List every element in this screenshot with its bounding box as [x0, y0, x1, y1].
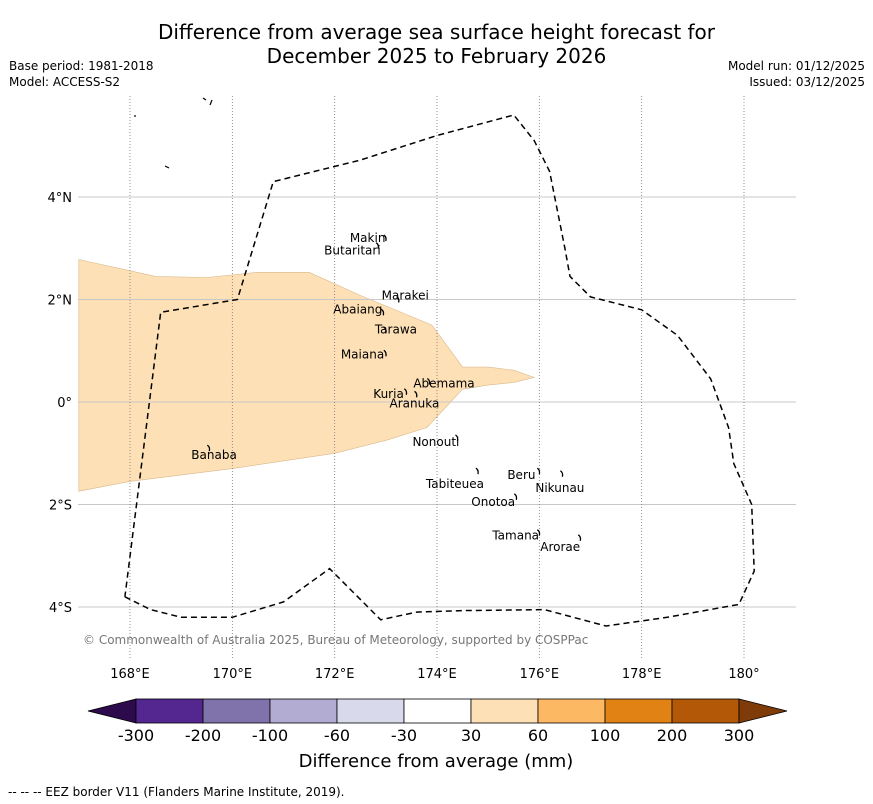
island-aranuka-outline	[414, 390, 418, 398]
colorbar-segment	[269, 698, 338, 724]
reef-mark	[202, 97, 207, 101]
colorbar-tick-label: -300	[118, 726, 154, 745]
reef-mark	[164, 165, 170, 169]
island-makin-outline	[383, 234, 387, 242]
issued-date: Issued: 03/12/2025	[749, 75, 865, 89]
island-label-abemama: Abemama	[413, 377, 474, 391]
lon-tick-label: 178°E	[622, 667, 662, 682]
island-banaba-outline	[206, 444, 211, 452]
colorbar-tick-label: 200	[657, 726, 688, 745]
colorbar-tick-label: 100	[590, 726, 621, 745]
island-label-aranuka: Aranuka	[390, 396, 440, 410]
model-name: Model: ACCESS-S2	[9, 75, 121, 89]
lat-tick-label: 4°S	[49, 601, 72, 616]
island-beru-outline	[536, 467, 541, 475]
island-label-abaiang: Abaiang	[333, 302, 382, 316]
island-kuria-outline	[403, 388, 408, 395]
map-figure: 4°N 2°N 0° 2°S 4°S 168°E 170°E 172°E 174°E 176°E 1…	[48, 96, 796, 772]
island-onotoa-outline	[513, 493, 518, 500]
meta-right: Model run: 01/12/2025 Issued: 03/12/2025	[728, 58, 865, 90]
page-title: Difference from average sea surface heig…	[0, 20, 873, 68]
lon-tick-label: 170°E	[213, 667, 253, 682]
eez-border	[124, 114, 755, 627]
island-label-nonouti: Nonouti	[412, 435, 459, 449]
island-nikunau-outline	[559, 470, 564, 477]
colorbar-tick-label: -100	[252, 726, 288, 745]
island-label-beru: Beru	[507, 468, 535, 482]
colorbar-tick-label: -60	[324, 726, 350, 745]
island-label-makin: Makin	[350, 231, 386, 245]
lon-tick-label: 174°E	[417, 667, 457, 682]
lat-tick-label: 2°N	[48, 294, 73, 309]
anomaly-region	[78, 259, 536, 492]
island-label-marakei: Marakei	[382, 289, 429, 303]
title-line-2: December 2025 to February 2026	[266, 44, 607, 68]
colorbar-segment	[671, 698, 740, 724]
island-tabiteuea-outline	[475, 467, 479, 475]
island-label-nikunau: Nikunau	[535, 481, 584, 495]
copyright-text: © Commonwealth of Australia 2025, Bureau…	[83, 633, 588, 647]
colorbar-tick-label: 60	[528, 726, 548, 745]
island-marakei-outline	[396, 295, 400, 303]
colorbar-title: Difference from average (mm)	[299, 751, 574, 772]
colorbar-segment	[470, 698, 539, 724]
colorbar-tick-label: 30	[461, 726, 481, 745]
title-line-1: Difference from average sea surface heig…	[157, 20, 716, 44]
base-period: Base period: 1981-2018	[9, 59, 154, 73]
island-label-maiana: Maiana	[341, 347, 384, 361]
model-run: Model run: 01/12/2025	[727, 59, 865, 73]
island-butaritari-outline	[375, 242, 380, 249]
island-arorae-outline	[577, 534, 582, 541]
colorbar-segment	[403, 698, 472, 724]
colorbar-segment	[604, 698, 673, 724]
lat-tick-label: 0°	[57, 396, 72, 411]
island-abaiang-outline	[380, 308, 385, 316]
island-abemama-outline	[426, 377, 431, 385]
colorbar-extend-high	[738, 698, 788, 724]
island-tamana-outline	[536, 529, 541, 536]
eez-footnote: -- -- -- EEZ border V11 (Flanders Marine…	[8, 785, 345, 799]
lon-tick-label: 168°E	[110, 667, 150, 682]
colorbar-tick-label: 300	[724, 726, 755, 745]
reef-mark	[209, 99, 213, 106]
colorbar-segment	[135, 698, 204, 724]
island-label-kuria: Kuria	[373, 387, 404, 401]
meta-left: Base period: 1981-2018 Model: ACCESS-S2	[9, 58, 154, 90]
colorbar-extend-low	[87, 698, 137, 724]
island-label-onotoa: Onotoa	[471, 495, 515, 509]
island-label-butaritari: Butaritari	[324, 244, 381, 258]
colorbar-segment	[202, 698, 271, 724]
island-label-tabiteuea: Tabiteuea	[425, 477, 484, 491]
lat-tick-label: 4°N	[48, 191, 73, 206]
colorbar-tick-label: -30	[391, 726, 417, 745]
colorbar: -300 -200 -100 -60 -30 30 60 100 200 300 Differenc…	[87, 698, 788, 772]
island-label-arorae: Arorae	[540, 540, 580, 554]
island-nonouti-outline	[455, 434, 459, 442]
lon-tick-label: 180°	[728, 667, 759, 682]
island-label-tarawa: Tarawa	[374, 322, 417, 336]
island-label-banaba: Banaba	[191, 448, 237, 462]
colorbar-segment	[537, 698, 606, 724]
island-maiana-outline	[383, 349, 387, 357]
lon-tick-label: 176°E	[520, 667, 560, 682]
lon-tick-label: 172°E	[315, 667, 355, 682]
colorbar-tick-label: -200	[185, 726, 221, 745]
lat-tick-label: 2°S	[49, 499, 72, 514]
colorbar-segment	[336, 698, 405, 724]
island-tarawa-outline	[383, 326, 387, 334]
island-label-tamana: Tamana	[491, 529, 539, 543]
